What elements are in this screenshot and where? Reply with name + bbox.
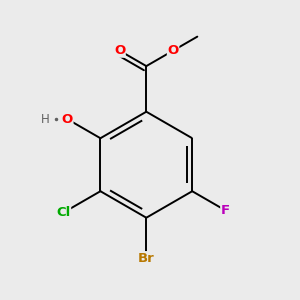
Text: O: O	[167, 44, 179, 57]
Text: O: O	[61, 112, 73, 126]
Text: F: F	[221, 204, 230, 217]
Text: O: O	[114, 44, 125, 57]
Text: Br: Br	[138, 252, 155, 265]
Text: H: H	[41, 112, 50, 126]
Text: Cl: Cl	[56, 206, 70, 219]
